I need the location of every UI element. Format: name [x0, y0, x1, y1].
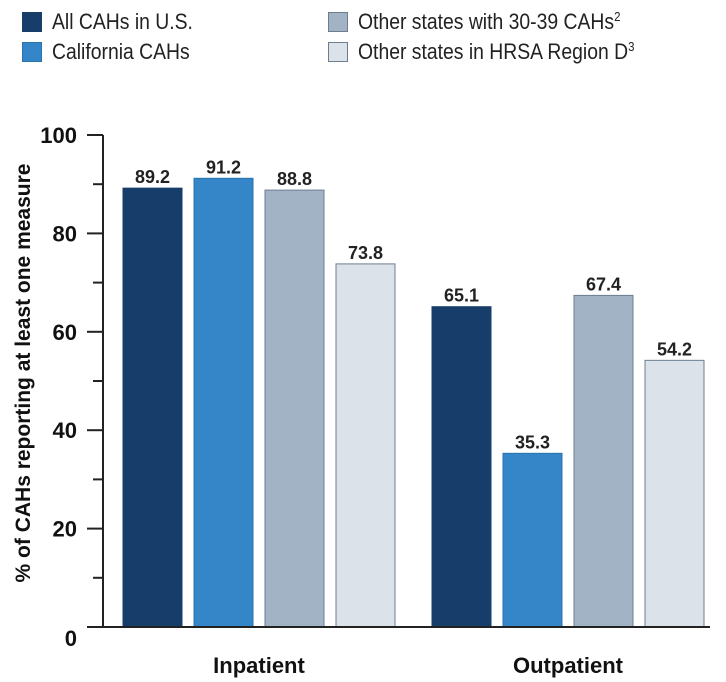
bar	[431, 306, 492, 628]
bar	[502, 452, 563, 628]
legend-swatch	[328, 42, 348, 62]
data-label: 91.2	[206, 157, 241, 177]
legend-item-other-states-30-39: Other states with 30-39 CAHs2	[328, 9, 656, 34]
footnote-marker: 3	[628, 39, 635, 54]
legend-swatch	[22, 42, 42, 62]
y-tick-label: 40	[53, 418, 77, 443]
y-tick-label: 0	[65, 626, 77, 651]
y-tick-label: 100	[40, 123, 77, 148]
bar	[264, 189, 325, 628]
data-label: 54.2	[657, 339, 692, 359]
legend-swatch	[328, 12, 348, 32]
bar	[573, 294, 634, 628]
bar	[193, 177, 254, 628]
legend-item-all-cahs-us: All CAHs in U.S.	[22, 9, 212, 34]
y-tick-label: 80	[53, 221, 77, 246]
bar	[644, 359, 705, 628]
x-tick-label: Outpatient	[513, 653, 624, 678]
legend-swatch	[22, 12, 42, 32]
data-label: 73.8	[348, 243, 383, 263]
legend-item-california-cahs: California CAHs	[22, 39, 209, 64]
legend-label: California CAHs	[52, 39, 190, 64]
y-axis-title: % of CAHs reporting at least one measure	[12, 164, 35, 583]
data-label: 65.1	[444, 286, 479, 306]
legend-label: Other states with 30-39 CAHs2	[358, 9, 621, 34]
data-label: 88.8	[277, 169, 312, 189]
y-tick-label: 20	[53, 517, 77, 542]
legend-label: All CAHs in U.S.	[52, 9, 193, 34]
bar	[335, 263, 396, 628]
footnote-marker: 2	[614, 9, 621, 24]
data-label: 67.4	[586, 274, 621, 294]
data-label: 35.3	[515, 432, 550, 452]
legend-item-hrsa-region-d: Other states in HRSA Region D3	[328, 39, 672, 64]
data-label: 89.2	[135, 167, 170, 187]
bar	[122, 187, 183, 628]
legend-label: Other states in HRSA Region D3	[358, 39, 635, 64]
y-tick-label: 60	[53, 320, 77, 345]
x-tick-label: Inpatient	[213, 653, 305, 678]
